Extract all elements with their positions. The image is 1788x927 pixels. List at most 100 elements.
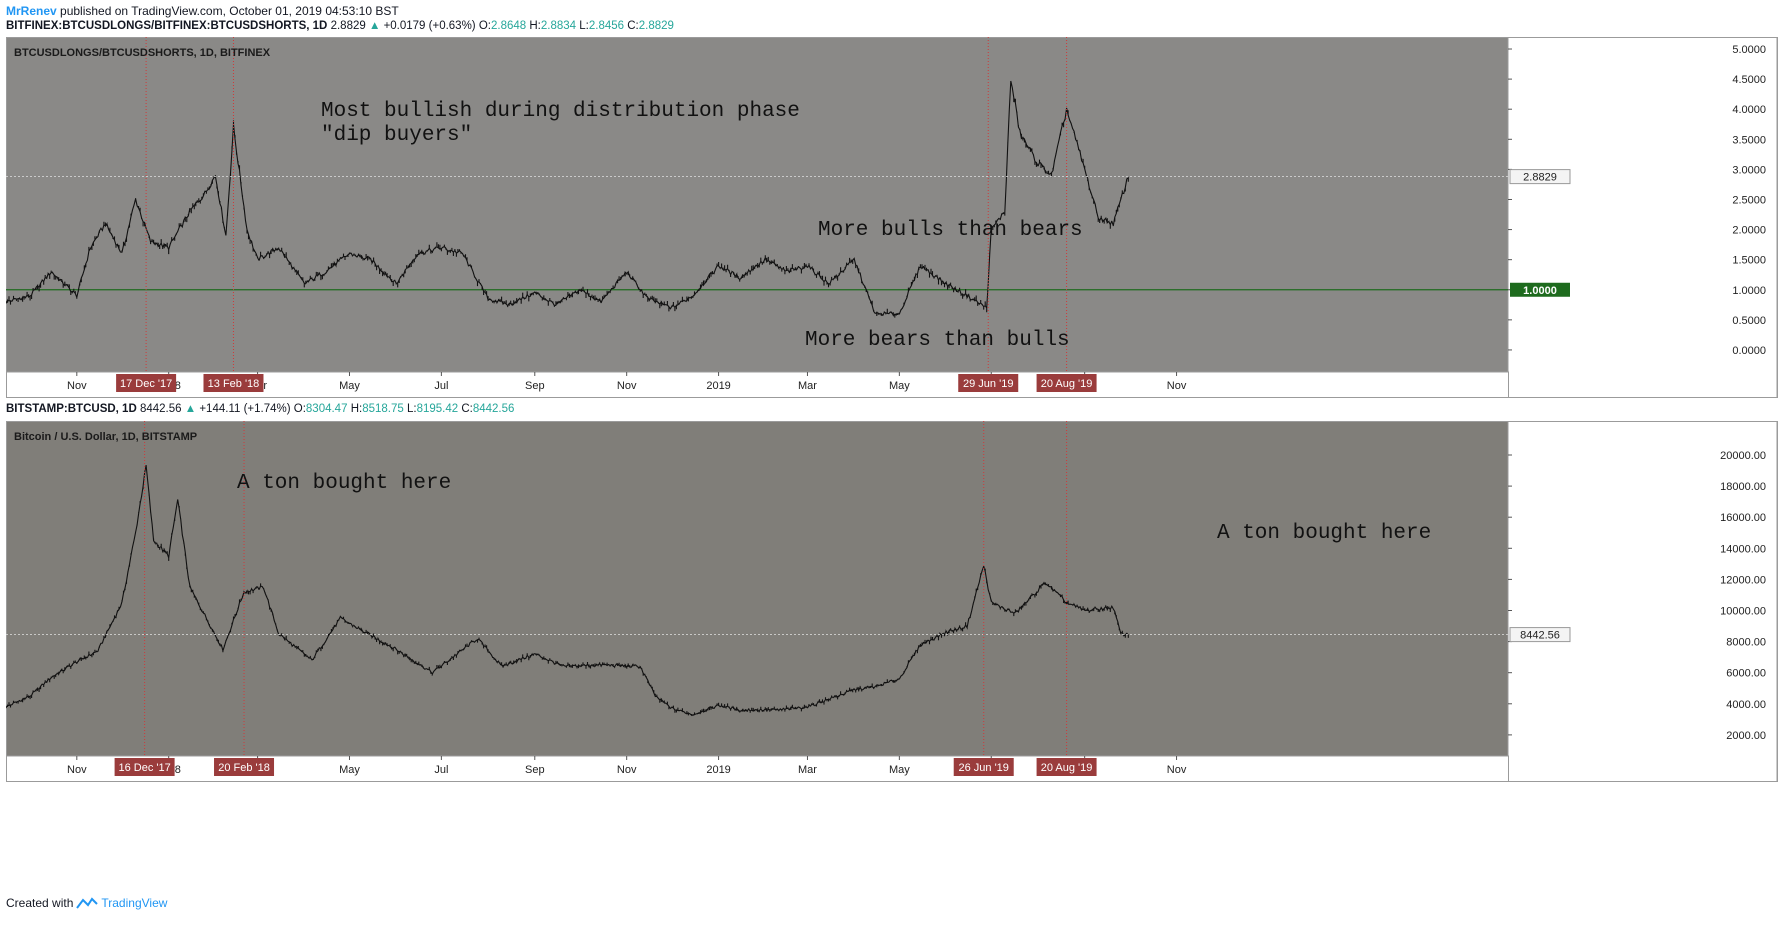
pane1-legend: BITFINEX:BTCUSDLONGS/BITFINEX:BTCUSDSHOR… xyxy=(6,20,674,32)
pane1[interactable]: 0.0000 0.5000 1.0000 1.5000 2.0000 2.5000 3.00… xyxy=(6,37,1778,398)
price-scale-area xyxy=(1507,421,1778,782)
chart-annotation: Most bullish during distribution phase xyxy=(321,100,800,123)
plot-background xyxy=(6,37,1778,398)
event-marker-label-text: 17 Dec '17 xyxy=(120,378,172,390)
last-value-label-bg xyxy=(1509,169,1571,185)
last-value-label-text: 2.8829 xyxy=(1523,172,1557,184)
up-arrow-icon: ▲ xyxy=(184,403,197,415)
event-marker-label-text: 26 Jun '19 xyxy=(959,762,1009,774)
y-tick-label: 3.0000 xyxy=(1732,164,1766,176)
y-tick-label: 4000.00 xyxy=(1726,699,1766,711)
y-tick-label: 3.5000 xyxy=(1732,134,1766,146)
y-tick-label: 4.0000 xyxy=(1732,104,1766,116)
x-tick-label: May xyxy=(339,764,360,776)
y-tick-label: 1.5000 xyxy=(1732,255,1766,267)
y-tick-label: 1.0000 xyxy=(1732,285,1766,297)
chart-annotation: More bulls than bears xyxy=(818,219,1083,242)
pane1-change: +0.0179 (+0.63%) xyxy=(383,20,476,32)
event-marker-label-text: 20 Aug '19 xyxy=(1041,378,1093,390)
footer: Created with TradingView xyxy=(6,896,167,910)
event-marker-label-text: 20 Aug '19 xyxy=(1041,762,1093,774)
chart-annotation: "dip buyers" xyxy=(321,124,472,147)
pane-title: BTCUSDLONGS/BTCUSDSHORTS, 1D, BITFINEX xyxy=(14,47,271,59)
event-marker-date-label: 29 Jun '19 xyxy=(958,374,1019,392)
tradingview-brand[interactable]: TradingView xyxy=(101,896,168,910)
pane2-chart[interactable]: 2000.00 4000.00 6000.00 8000.00 10000.00 1200… xyxy=(6,421,1778,782)
event-marker-date-label: 17 Dec '17 xyxy=(116,374,177,392)
pane2-legend: BITSTAMP:BTCUSD, 1D 8442.56 ▲ +144.11 (+… xyxy=(6,403,515,415)
y-tick-label: 8000.00 xyxy=(1726,637,1766,649)
x-tick-label: Nov xyxy=(617,380,637,392)
x-tick-label: 2019 xyxy=(706,764,730,776)
chart-annotation: A ton bought here xyxy=(237,472,451,495)
event-marker-label-text: 29 Jun '19 xyxy=(963,378,1013,390)
event-marker-date-label: 13 Feb '18 xyxy=(203,374,264,392)
last-value-label: 2.8829 xyxy=(1509,169,1571,185)
y-tick-label: 5.0000 xyxy=(1732,44,1766,56)
event-marker-label-text: 20 Feb '18 xyxy=(218,762,270,774)
last-value-label-bg xyxy=(1509,627,1571,643)
pane2-symbol: BITSTAMP:BTCUSD, 1D xyxy=(6,403,137,415)
y-tick-label: 12000.00 xyxy=(1720,574,1766,586)
event-marker-date-label: 20 Aug '19 xyxy=(1036,758,1097,776)
chart-annotation: A ton bought here xyxy=(1217,522,1431,545)
price-series-line xyxy=(6,465,1129,717)
pane1-close: 2.8829 xyxy=(638,20,674,32)
x-tick-label: Jul xyxy=(434,380,448,392)
tradingview-logo-icon xyxy=(76,897,99,909)
x-tick-label: 2019 xyxy=(706,380,730,392)
created-with-text: Created with xyxy=(6,896,74,910)
pane2-open: 8304.47 xyxy=(305,403,348,415)
reference-label-text: 1.0000 xyxy=(1523,285,1557,297)
y-tick-label: 14000.00 xyxy=(1720,543,1766,555)
x-tick-label: Mar xyxy=(798,380,817,392)
pane2-close: 8442.56 xyxy=(472,403,515,415)
y-tick-label: 18000.00 xyxy=(1720,481,1766,493)
event-marker-label-bg xyxy=(1036,374,1097,392)
y-tick-label: 2.0000 xyxy=(1732,225,1766,237)
y-tick-label: 0.5000 xyxy=(1732,315,1766,327)
event-marker-label-bg xyxy=(1036,758,1097,776)
last-value-label: 8442.56 xyxy=(1509,627,1571,643)
x-tick-label: Nov xyxy=(1167,380,1187,392)
pane-title: Bitcoin / U.S. Dollar, 1D, BITSTAMP xyxy=(14,431,197,443)
event-marker-label-bg xyxy=(203,374,264,392)
x-tick-label: Nov xyxy=(1167,764,1187,776)
y-tick-label: 10000.00 xyxy=(1720,605,1766,617)
y-tick-label: 20000.00 xyxy=(1720,450,1766,462)
x-tick-label: Nov xyxy=(617,764,637,776)
event-marker-label-bg xyxy=(953,758,1014,776)
x-tick-label: Nov xyxy=(67,380,87,392)
price-scale-area xyxy=(1507,37,1778,398)
pane2-low: 8195.42 xyxy=(416,403,459,415)
pane1-chart[interactable]: 0.0000 0.5000 1.0000 1.5000 2.0000 2.5000 3.00… xyxy=(6,37,1778,398)
x-tick-label: Mar xyxy=(798,764,817,776)
pane1-high: 2.8834 xyxy=(540,20,577,32)
x-tick-label: May xyxy=(889,380,910,392)
author-link[interactable]: MrRenev xyxy=(6,4,57,18)
x-tick-label: Sep xyxy=(525,764,545,776)
y-tick-label: 16000.00 xyxy=(1720,512,1766,524)
price-series-line xyxy=(6,80,1129,318)
x-tick-label: Jul xyxy=(434,764,448,776)
event-marker-label-bg xyxy=(116,374,177,392)
event-marker-label-bg xyxy=(114,758,175,776)
plot-background xyxy=(6,421,1778,782)
x-tick-label: May xyxy=(889,764,910,776)
last-value-label-text: 8442.56 xyxy=(1520,630,1560,642)
pane1-last: 2.8829 xyxy=(330,20,366,32)
event-marker-date-label: 20 Feb '18 xyxy=(214,758,275,776)
y-tick-label: 4.5000 xyxy=(1732,74,1766,86)
pane1-open: 2.8648 xyxy=(490,20,527,32)
pane2-last: 8442.56 xyxy=(139,403,182,415)
x-tick-label: May xyxy=(339,380,360,392)
event-marker-date-label: 20 Aug '19 xyxy=(1036,374,1097,392)
chart-annotation: More bears than bulls xyxy=(805,329,1070,352)
y-tick-label: 2000.00 xyxy=(1726,730,1766,742)
pane1-symbol: BITFINEX:BTCUSDLONGS/BITFINEX:BTCUSDSHOR… xyxy=(6,20,328,32)
x-tick-label: Sep xyxy=(525,380,545,392)
pane2[interactable]: 2000.00 4000.00 6000.00 8000.00 10000.00 1200… xyxy=(6,421,1778,782)
published-text: published on TradingView.com, October 01… xyxy=(60,4,399,18)
y-tick-label: 0.0000 xyxy=(1732,345,1766,357)
y-tick-label: 2.5000 xyxy=(1732,194,1766,206)
